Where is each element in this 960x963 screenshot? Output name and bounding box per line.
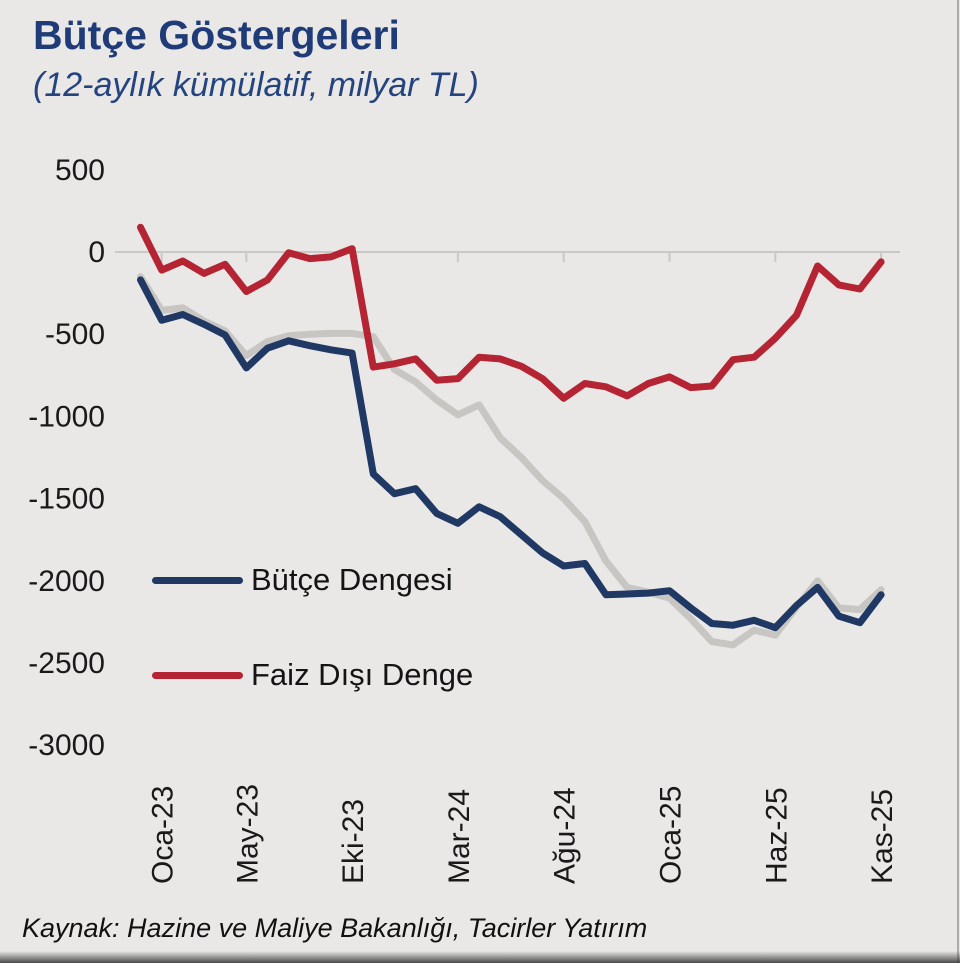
chart-title: Bütçe Göstergeleri <box>33 12 400 58</box>
x-axis-label: Mar-24 <box>443 789 476 884</box>
right-edge-line <box>957 0 959 963</box>
y-axis-label: 0 <box>88 236 105 269</box>
x-axis-label: Eki-23 <box>337 799 370 884</box>
x-axis-label: Kas-25 <box>866 789 899 884</box>
y-axis-label: 500 <box>55 154 105 187</box>
x-axis-label: Ağu-24 <box>549 787 582 884</box>
legend-item-faiz-disi-denge: Faiz Dışı Denge <box>152 657 473 693</box>
series-line-faiz-dışı-denge <box>137 223 885 402</box>
x-axis-label: May-23 <box>231 784 264 884</box>
series-line-bütçe-dengesi <box>137 276 885 632</box>
bottom-edge-shadow <box>0 951 960 963</box>
y-axis-label: -1500 <box>28 483 105 516</box>
chart-subtitle: (12-aylık kümülatif, milyar TL) <box>33 66 479 104</box>
y-axis-label: -500 <box>45 318 105 351</box>
series-line-etiketsiz-gri-seri <box>137 273 885 649</box>
x-axis-label: Haz-25 <box>760 787 793 884</box>
faiz-disi-denge-line-swatch <box>152 671 243 679</box>
y-axis-label: -2000 <box>28 565 105 598</box>
y-axis-label: -2500 <box>28 647 105 680</box>
legend-item-butce-dengesi: Bütçe Dengesi <box>152 562 453 598</box>
legend-label-faiz-disi-denge: Faiz Dışı Denge <box>251 657 474 692</box>
y-axis-label: -3000 <box>28 729 105 762</box>
legend-label-butce-dengesi: Bütçe Dengesi <box>251 562 453 597</box>
x-axis-label: Oca-23 <box>147 786 180 884</box>
x-axis-label: Oca-25 <box>655 786 688 884</box>
source-note: Kaynak: Hazine ve Maliye Bakanlığı, Taci… <box>22 913 648 943</box>
y-axis-label: -1000 <box>28 400 105 433</box>
butce-dengesi-line-swatch <box>152 576 243 584</box>
